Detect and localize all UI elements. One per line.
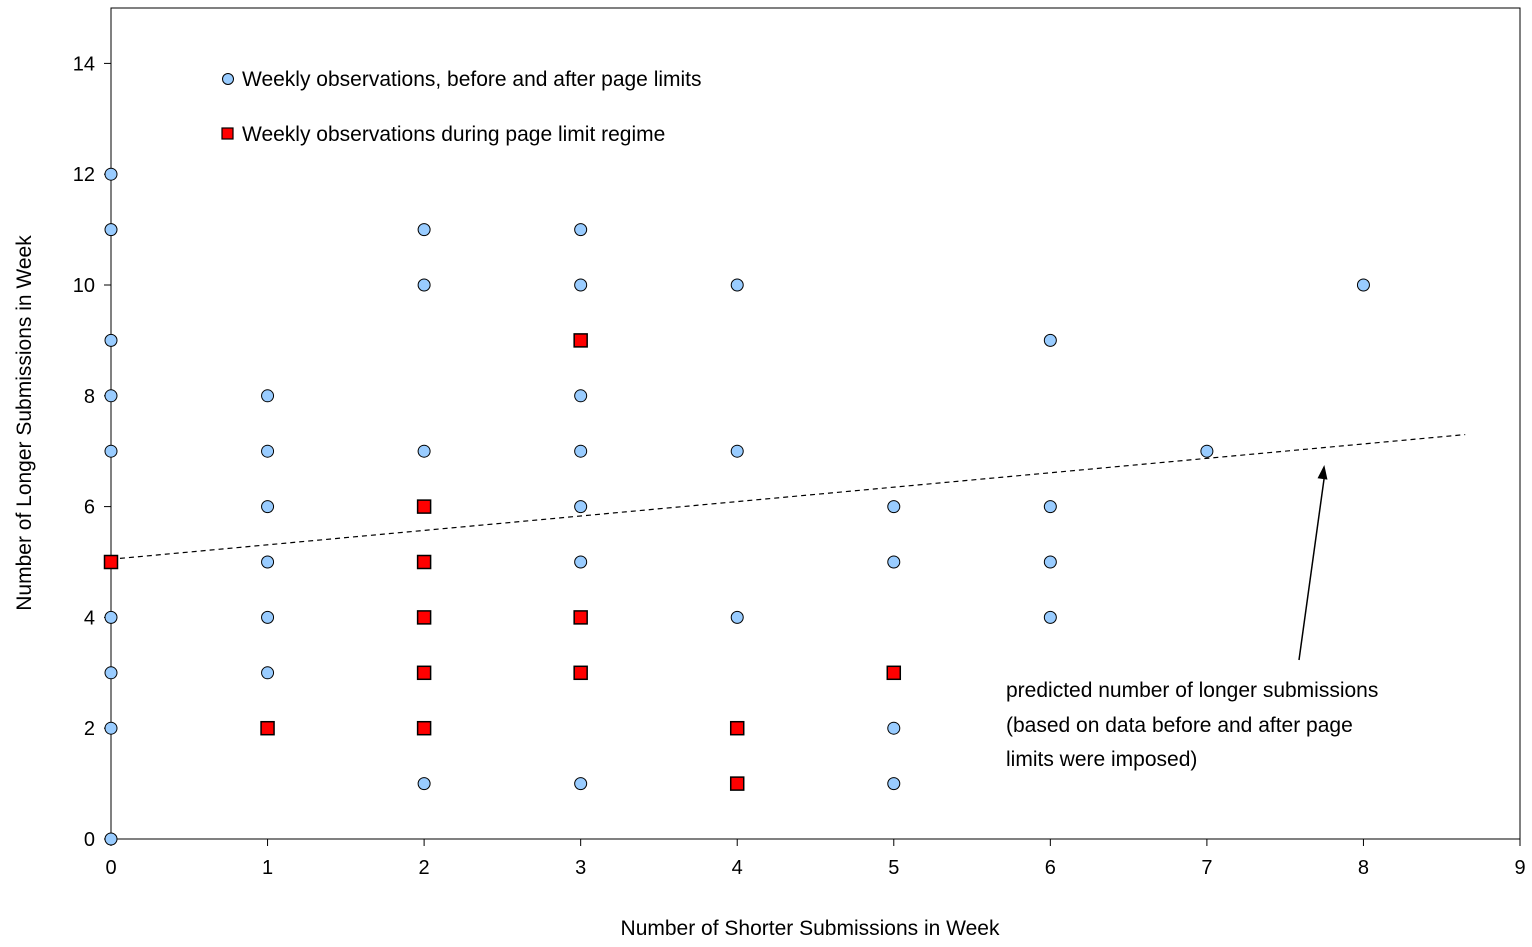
data-point-square — [416, 499, 432, 514]
data-point-square — [729, 776, 745, 791]
data-point-circle — [261, 444, 275, 458]
annotation-arrow-line — [1298, 476, 1326, 661]
data-point-circle — [104, 721, 118, 735]
data-point-circle — [104, 444, 118, 458]
data-point-circle — [1043, 555, 1057, 569]
y-tick-label: 4 — [84, 607, 95, 629]
y-tick-label: 0 — [84, 829, 95, 851]
data-point-square — [573, 665, 588, 681]
data-point-circle — [261, 555, 275, 569]
annotation: predicted number of longer submissions (b… — [1006, 465, 1378, 771]
data-point-square — [573, 333, 588, 348]
y-tick-label: 14 — [73, 53, 95, 75]
x-tick-label: 7 — [1201, 857, 1212, 879]
data-point-circle — [730, 444, 744, 458]
data-point-circle — [887, 555, 901, 569]
x-axis-title: Number of Shorter Submissions in Week — [621, 917, 1000, 940]
y-tick-label: 10 — [73, 275, 95, 297]
data-point-circle — [574, 389, 588, 403]
data-point-square — [260, 720, 275, 736]
data-point-circle — [1043, 610, 1057, 624]
trend-line-group — [110, 433, 1466, 560]
data-point-circle — [417, 278, 431, 292]
annotation-text-line: (based on data before and after page — [1006, 714, 1353, 737]
data-point-circle — [574, 444, 588, 458]
data-point-circle — [104, 610, 118, 624]
data-point-circle — [417, 444, 431, 458]
data-point-circle — [574, 278, 588, 292]
data-point-circle — [1356, 278, 1370, 292]
data-point-circle — [574, 555, 588, 569]
data-point-circle — [574, 223, 588, 237]
data-point-circle — [1043, 333, 1057, 347]
y-tick-label: 6 — [84, 497, 95, 519]
annotation-text-line: limits were imposed) — [1006, 748, 1197, 771]
x-tick-label: 3 — [575, 857, 586, 879]
x-tick-label: 1 — [262, 857, 273, 879]
legend: Weekly observations, before and after pa… — [221, 68, 702, 146]
legend-marker-circle — [222, 73, 234, 85]
data-point-circle — [261, 666, 275, 680]
y-tick-label: 2 — [84, 718, 95, 740]
data-point-square — [416, 554, 432, 570]
data-point-circle — [574, 777, 588, 791]
data-point-square — [103, 554, 119, 570]
data-point-circle — [417, 777, 431, 791]
legend-label: Weekly observations, before and after pa… — [242, 68, 702, 91]
x-tick-label: 2 — [419, 857, 430, 879]
data-point-circle — [104, 389, 118, 403]
y-axis-title: Number of Longer Submissions in Week — [13, 235, 36, 611]
data-point-circle — [887, 500, 901, 514]
plot-area — [110, 7, 1521, 840]
legend-label: Weekly observations during page limit re… — [242, 123, 665, 146]
data-point-circle — [104, 832, 118, 846]
data-points — [103, 167, 1370, 846]
data-point-square — [573, 610, 588, 625]
x-tick-label: 4 — [732, 857, 743, 879]
x-tick-label: 0 — [105, 857, 116, 879]
data-point-circle — [1200, 444, 1214, 458]
trend-line — [110, 433, 1466, 560]
y-tick-label: 12 — [73, 164, 95, 186]
data-point-circle — [104, 167, 118, 181]
x-tick-label: 6 — [1045, 857, 1056, 879]
data-point-circle — [730, 610, 744, 624]
data-point-square — [729, 720, 745, 736]
x-tick-label: 9 — [1514, 857, 1525, 879]
data-point-square — [416, 610, 432, 625]
data-point-circle — [417, 223, 431, 237]
data-point-circle — [574, 500, 588, 514]
data-point-circle — [261, 500, 275, 514]
annotation-arrowhead — [1317, 465, 1328, 480]
x-tick-label: 5 — [888, 857, 899, 879]
data-point-square — [416, 665, 432, 681]
legend-marker-square — [221, 127, 234, 140]
data-point-square — [416, 720, 432, 736]
data-point-circle — [1043, 500, 1057, 514]
data-point-circle — [261, 610, 275, 624]
data-point-circle — [887, 721, 901, 735]
data-point-circle — [730, 278, 744, 292]
data-point-circle — [104, 333, 118, 347]
annotation-text-line: predicted number of longer submissions — [1006, 679, 1378, 702]
y-tick-label: 8 — [84, 386, 95, 408]
data-point-circle — [261, 389, 275, 403]
data-point-circle — [104, 223, 118, 237]
data-point-circle — [887, 777, 901, 791]
data-point-square — [886, 665, 902, 681]
x-tick-label: 8 — [1358, 857, 1369, 879]
data-point-circle — [104, 666, 118, 680]
